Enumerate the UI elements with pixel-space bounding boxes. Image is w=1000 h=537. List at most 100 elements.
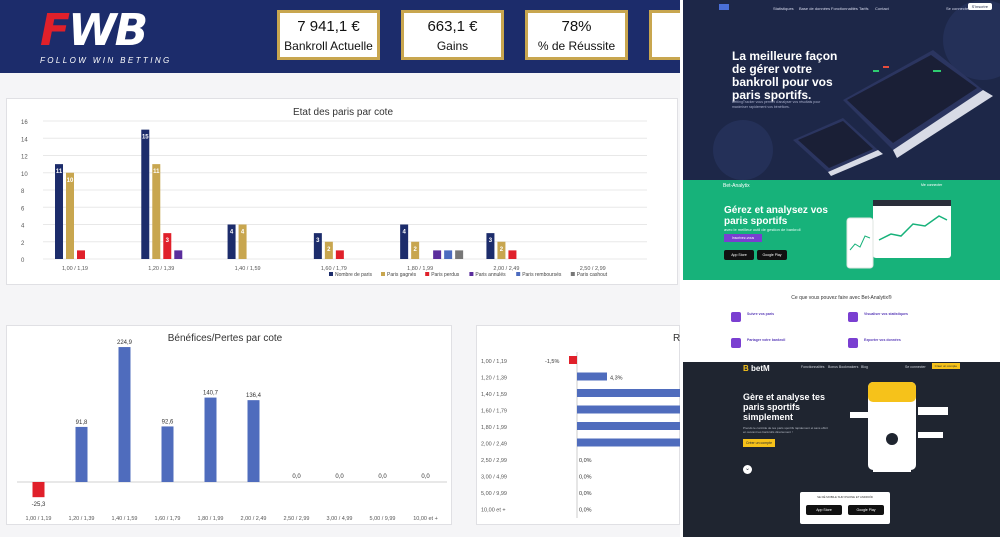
x-tick-label: 2,50 / 2,99 [284,516,310,522]
stat-success-rate: 78% % de Réussite [525,10,628,60]
data-label: 2 [413,247,417,253]
data-label: -1,5% [545,359,559,365]
bar [577,438,680,447]
bettingtracker-hero: Statistiques Base de données Fonctionnal… [683,0,1000,180]
bt-signup-button[interactable]: S'inscrire [967,3,992,10]
landing-collage: Statistiques Base de données Fonctionnal… [683,0,1000,537]
stat-label: Bankroll Actuelle [284,39,373,53]
bt-nav-item[interactable]: Base de données [799,6,831,11]
stat-value: 7 941,1 € [297,18,360,35]
stat-bankroll: 7 941,1 € Bankroll Actuelle [277,10,380,60]
bar [577,422,680,430]
bar [433,250,442,259]
bar [577,389,680,397]
bt-login-link[interactable]: Se connecter [946,6,970,11]
betm-logo[interactable]: B betM [743,364,770,373]
ba-googleplay-badge[interactable]: Google Play [757,250,787,260]
bt-nav-item[interactable]: Statistiques [773,6,794,11]
y-tick-label: 1,40 / 1,59 [481,392,507,398]
data-label: 2 [500,247,504,253]
bar [75,426,88,482]
bar [55,164,63,259]
data-label: 11 [153,169,160,175]
fwb-tagline: FOLLOW WIN BETTING [40,56,172,65]
betm-headline: Gère et analyse tes paris sportifs simpl… [743,392,826,422]
betm-googleplay-badge[interactable]: Google Play [848,505,884,515]
bt-nav-item[interactable]: Tarifs [859,6,869,11]
ba-logo[interactable]: Bet-Analytix [723,183,750,189]
y-tick-label: 1,20 / 1,39 [481,376,507,382]
bar [247,400,260,482]
bar [163,233,172,259]
feature-title: Suivre vos paris [747,312,775,316]
bar [569,356,577,364]
y-tick-label: 2 [21,241,25,247]
ba-signup-button[interactable]: Inscrivez-vous [724,234,762,242]
y-tick-label: 5,00 / 9,99 [481,491,507,497]
legend-label: Paris cashout [577,272,608,278]
data-label: 3 [316,238,320,244]
data-label: 3 [489,238,493,244]
y-tick-label: 1,60 / 1,79 [481,409,507,415]
bar [411,241,420,259]
fwb-logo[interactable]: FWB FOLLOW WIN BETTING [40,8,190,68]
betm-subtext: Prends le contrôle de tes paris sportifs… [743,426,828,434]
data-label: 136,4 [246,393,262,399]
fwb-header: FWB FOLLOW WIN BETTING 7 941,1 € Bankrol… [0,0,680,73]
track-icon [731,312,741,322]
y-tick-label: 10,00 et + [481,508,506,514]
chart-panel-etat: Etat des paris par cote 0 2 4 6 8 10 12 14 16 1,00… [6,98,678,285]
data-label: 4 [241,230,245,236]
chart-title: Bénéfices/Pertes par cote [168,333,283,344]
bt-nav-item[interactable]: Fonctionnalités [831,6,858,11]
y-tick-label: 8 [21,189,25,195]
data-label: 15 [142,135,149,141]
bar [313,233,322,259]
x-tick-label: 5,00 / 9,99 [370,516,396,522]
data-label: 4,3% [610,376,623,382]
bar [32,482,45,498]
y-tick-label: 14 [21,137,28,143]
export-icon [848,338,858,348]
x-tick-label: 1,60 / 1,79 [321,266,347,272]
x-tick-label: 1,20 / 1,39 [148,266,174,272]
bar [204,397,217,482]
chevron-down-icon[interactable]: ⌄ [743,465,752,474]
bar [141,129,150,259]
y-tick-label: 2,00 / 2,49 [481,442,507,448]
x-tick-label: 3,00 / 4,99 [327,516,353,522]
bar [161,426,174,482]
betm-cta-button[interactable]: Créer un compte [743,439,775,447]
legend-label: Paris annulés [475,272,506,278]
bt-subtext: BettingTracker vous permet d'analyser vo… [732,100,821,109]
bar [238,224,247,259]
betm-nav-item[interactable]: Blog [861,365,869,369]
stat-partial [649,10,680,60]
data-label: 0,0 [421,474,430,480]
bt-logo-icon[interactable] [719,4,729,10]
ba-login-link[interactable]: Me connecter [921,183,943,187]
bar [335,250,344,259]
feature-title: Partager votre bankroll [747,338,786,342]
bar [400,224,409,259]
ba-headline: Gérez et analysez vos paris sportifs [724,205,828,227]
chart-icon [848,312,858,322]
betm-appstore-badge[interactable]: App Store [806,505,842,515]
betm-nav-item[interactable]: Bonus Bookmakers [828,365,859,369]
legend-label: Paris remboursés [522,272,562,278]
bar [497,241,506,259]
chart-etat-paris: Etat des paris par cote 0 2 4 6 8 10 12 14 16 1,00… [21,107,647,278]
legend-swatch [516,272,521,276]
betm-nav-item[interactable]: Fonctionnalités [801,365,825,369]
betm-login-link[interactable]: Se connecter [905,365,926,369]
betm-phone-illustration [850,382,948,472]
data-label: 0,0 [292,474,301,480]
bt-nav-item[interactable]: Contact [875,6,889,11]
ba-appstore-badge[interactable]: App Store [724,250,754,260]
bar [508,250,517,259]
data-label: 0,0% [579,458,592,464]
y-tick-label: 2,50 / 2,99 [481,458,507,464]
betm-signup-button[interactable]: Créer un compte [931,363,960,369]
features-heading: Ce que vous pouvez faire avec Bet-Analyt… [791,295,892,301]
